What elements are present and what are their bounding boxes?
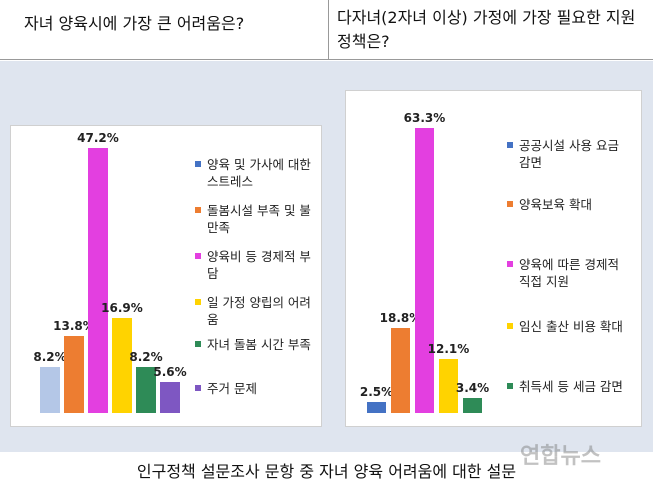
legend-swatch: [195, 385, 201, 391]
legend-swatch: [507, 323, 513, 329]
value-label: 5.6%: [153, 364, 187, 379]
legend-swatch: [195, 207, 201, 213]
value-label: 8.2%: [129, 349, 163, 364]
value-label: 47.2%: [77, 131, 119, 145]
legend-entry: 양육 및 가사에 대한 스트레스: [195, 156, 319, 190]
legend-swatch: [195, 299, 201, 305]
bar: [40, 366, 60, 413]
bar: [415, 128, 434, 413]
value-label: 18.8%: [379, 311, 422, 326]
legend-swatch: [195, 253, 201, 259]
legend-swatch: [507, 142, 513, 148]
legend-entry: 일 가정 양립의 어려움: [195, 294, 319, 328]
value-label: 8.2%: [33, 349, 67, 364]
value-label: 12.1%: [427, 341, 470, 356]
bar: [391, 328, 410, 413]
value-label: 63.3%: [403, 111, 446, 125]
left-panel: [10, 125, 322, 427]
bar: [463, 397, 482, 413]
bar: [88, 148, 108, 413]
legend-swatch: [507, 201, 513, 207]
bar: [112, 318, 132, 413]
legend-entry: 공공시설 사용 요금 감면: [507, 137, 631, 171]
left-title: 자녀 양육시에 가장 큰 어려움은?: [0, 0, 329, 60]
legend-swatch: [195, 341, 201, 347]
value-label: 3.4%: [455, 380, 490, 395]
legend-entry: 양육에 따른 경제적 직접 지원: [507, 256, 631, 290]
caption: 인구정책 설문조사 문항 중 자녀 양육 어려움에 대한 설문: [136, 462, 517, 481]
bar: [64, 335, 84, 413]
legend-swatch: [195, 161, 201, 167]
value-label: 13.8%: [53, 318, 95, 333]
legend-swatch: [507, 383, 513, 389]
bar: [160, 381, 180, 413]
value-label: 2.5%: [359, 384, 394, 399]
legend-entry: 양육보육 확대: [507, 196, 631, 213]
legend-swatch: [507, 261, 513, 267]
legend-entry: 돌봄시설 부족 및 불만족: [195, 202, 319, 236]
watermark: 연합뉴스: [520, 444, 601, 469]
right-title: 다자녀(2자녀 이상) 가정에 가장 필요한 지원 정책은?: [329, 0, 653, 60]
legend-entry: 임신 출산 비용 확대: [507, 318, 631, 335]
bar: [367, 401, 386, 413]
legend-entry: 주거 문제: [195, 380, 319, 397]
legend-entry: 취득세 등 세금 감면: [507, 378, 631, 395]
value-label: 16.9%: [101, 301, 143, 316]
legend-entry: 자녀 돌봄 시간 부족: [195, 336, 319, 353]
legend-entry: 양육비 등 경제적 부담: [195, 248, 319, 282]
bar: [136, 366, 156, 413]
bar: [439, 358, 458, 413]
